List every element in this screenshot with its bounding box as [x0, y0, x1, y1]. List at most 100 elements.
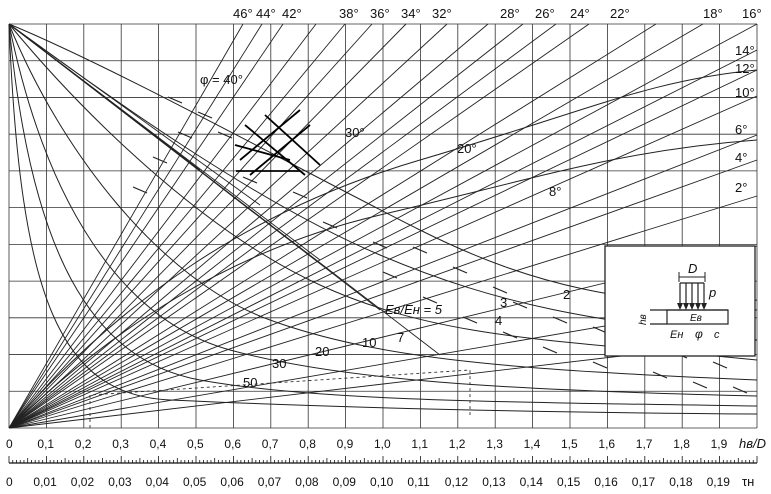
angle-line: [8, 23, 489, 429]
ratio-curve: [8, 139, 758, 429]
dash-mark: [732, 386, 748, 394]
x-tick-label: 0,1: [37, 437, 54, 451]
angle-line: [8, 23, 263, 429]
x2-tick-label: 0,14: [520, 475, 544, 489]
dashed-marks: [89, 96, 748, 428]
x2-axis-label: τн: [742, 474, 754, 489]
x-tick-label: 0,8: [299, 437, 316, 451]
top-angle-label: 28°: [500, 6, 520, 21]
angle-line: [8, 23, 524, 429]
x-axis-label: hв/D: [739, 436, 766, 451]
ratio-curve: [8, 23, 758, 397]
dash-mark: [592, 361, 608, 369]
angle-line: [8, 23, 244, 429]
top-angle-label: 24°: [570, 6, 590, 21]
dash-mark: [322, 221, 338, 229]
x2-tick-label: 0,03: [108, 475, 132, 489]
x-tick-label: 0,7: [262, 437, 279, 451]
x-tick-label: 1,7: [636, 437, 653, 451]
bold-line: [234, 144, 291, 161]
x2-tick-label: 0,07: [258, 475, 282, 489]
dash-mark: [132, 186, 148, 194]
inset-en-label: Eн: [670, 329, 683, 341]
x2-tick-label: 0,08: [295, 475, 319, 489]
ratio-label: Eв/Eн = 5: [385, 302, 443, 317]
x2-tick-label: 0,12: [445, 475, 469, 489]
top-angle-label: 18°: [703, 6, 723, 21]
top-angle-label: 36°: [370, 6, 390, 21]
dash-mark: [652, 371, 668, 379]
ratio-label: 3: [500, 295, 507, 310]
dash-mark: [692, 381, 708, 389]
inset-c-label: c: [714, 329, 720, 341]
x-tick-label: 1,9: [711, 437, 728, 451]
x2-tick-label: 0,09: [333, 475, 357, 489]
bold-line: [239, 109, 301, 161]
ratio-label: 2: [563, 287, 570, 302]
top-angle-label: 26°: [535, 6, 555, 21]
x-tick-label: 1,1: [411, 437, 428, 451]
angle-line: [8, 23, 284, 429]
x-tick-label: 0,2: [75, 437, 92, 451]
labels: 46° 44° 42° 38° 36° 34° 32° 28° 26° 24° 22° 18° 16°1…: [200, 6, 762, 390]
x-tick-label: 1,8: [673, 437, 690, 451]
inner-angle-label: 20°: [457, 141, 477, 156]
angle-line: [8, 159, 758, 429]
dash-mark: [422, 296, 438, 304]
dash-mark: [372, 241, 388, 249]
inner-angle-label: 30°: [345, 125, 365, 140]
dash-mark: [412, 246, 428, 254]
right-angle-label: 12°: [735, 61, 755, 76]
x-tick-label: 0,3: [112, 437, 129, 451]
x-tick-label: 1,0: [374, 437, 391, 451]
dash-mark: [542, 346, 558, 354]
ratio-label: 50: [243, 375, 257, 390]
bold-line: [264, 114, 321, 166]
angle-line: [8, 23, 590, 429]
dash-mark: [512, 301, 528, 309]
angle-line: [8, 23, 317, 429]
x2-tick-label: 0,04: [146, 475, 170, 489]
top-angle-label: 22°: [610, 6, 630, 21]
x2-tick-label: 0: [6, 475, 13, 489]
x-tick-label: 1,5: [561, 437, 578, 451]
top-angle-label: 46°: [233, 6, 253, 21]
dash-mark: [502, 331, 518, 339]
ratio-label: 7: [397, 330, 404, 345]
x2-tick-label: 0,19: [707, 475, 731, 489]
reference-dashed-line: [89, 369, 471, 428]
ratio-curve: [8, 23, 758, 361]
x2-tick-label: 0,13: [482, 475, 506, 489]
inner-angle-label: 8°: [549, 184, 561, 199]
x-tick-label: 1,2: [449, 437, 466, 451]
inset-p-label: p: [708, 285, 716, 300]
inset-ev-label: Eв: [690, 313, 702, 324]
dash-mark: [492, 286, 508, 294]
ratio-curve: [8, 23, 758, 381]
inset-phi-label: φ: [695, 327, 703, 341]
inset-diagram: D p Eв hв Eн φ c: [604, 245, 756, 357]
angle-line: [8, 23, 758, 429]
dash-mark: [452, 266, 468, 274]
x-tick-label: 1,3: [486, 437, 503, 451]
dash-mark: [152, 156, 168, 164]
x2-tick-label: 0,15: [557, 475, 581, 489]
dash-mark: [197, 111, 213, 119]
dash-mark: [382, 271, 398, 279]
angle-line: [8, 69, 758, 429]
x2-tick-label: 0,01: [33, 475, 57, 489]
x2-tick-label: 0,17: [632, 475, 656, 489]
dash-mark: [552, 316, 568, 324]
x2-tick-label: 0,18: [669, 475, 693, 489]
top-angle-label: 44°: [256, 6, 276, 21]
x-tick-label: 0: [6, 437, 13, 451]
x-tick-label: 0,4: [150, 437, 167, 451]
dash-mark: [292, 191, 308, 199]
right-angle-label: 6°: [735, 122, 747, 137]
right-angle-label: 14°: [735, 43, 755, 58]
x-tick-label: 0,5: [187, 437, 204, 451]
right-angle-label: 4°: [735, 150, 747, 165]
ratio-curve: [8, 23, 758, 407]
x2-tick-label: 0,02: [71, 475, 95, 489]
